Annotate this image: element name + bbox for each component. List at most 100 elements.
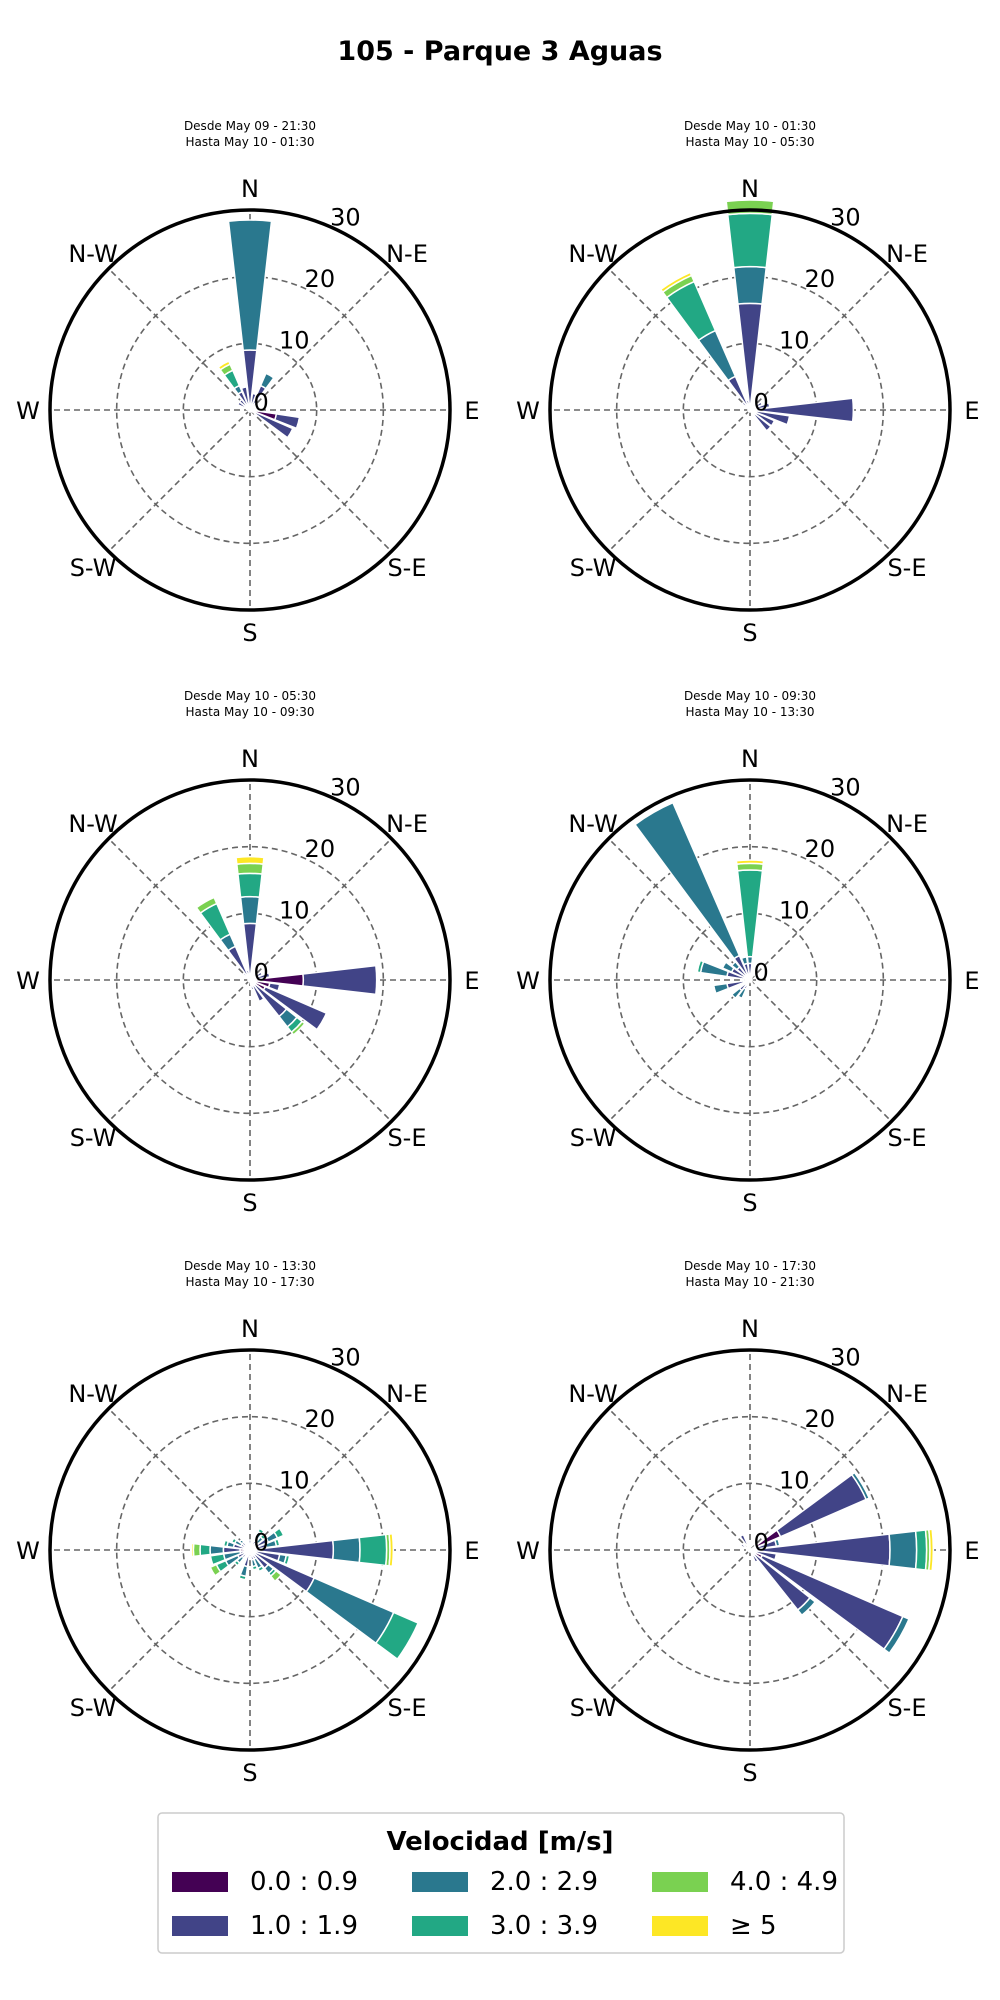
direction-label: W xyxy=(16,1537,40,1565)
direction-label: S-W xyxy=(70,1694,117,1722)
polar-frame xyxy=(548,1348,952,1752)
legend-title: Velocidad [m/s] xyxy=(386,1827,613,1857)
radial-tick-label: 20 xyxy=(305,265,336,293)
radial-tick-label: 10 xyxy=(279,1467,310,1495)
legend-label: ≥ 5 xyxy=(730,1911,777,1941)
direction-label: E xyxy=(964,1537,979,1565)
radial-tick-label: 20 xyxy=(805,835,836,863)
panel-subtitle: Hasta May 10 - 09:30 xyxy=(186,705,315,719)
direction-label: N-W xyxy=(568,810,617,838)
polar-frame xyxy=(548,778,952,1182)
windrose-bar-segment xyxy=(256,1527,265,1535)
direction-label: N-E xyxy=(386,1380,428,1408)
windrose-bar-segment xyxy=(245,969,251,978)
direction-label: N xyxy=(741,175,759,203)
direction-label: N-E xyxy=(386,240,428,268)
windrose-bar-segment xyxy=(773,1538,781,1547)
panel-subtitle: Desde May 10 - 09:30 xyxy=(684,689,816,703)
direction-label: W xyxy=(516,967,540,995)
windrose-bar-segment xyxy=(209,1553,227,1566)
direction-label: W xyxy=(16,967,40,995)
windrose-bar-segment xyxy=(358,1533,388,1567)
windrose-bar-segment xyxy=(239,895,261,925)
angular-gridline xyxy=(249,409,392,552)
angular-gridline xyxy=(108,838,251,981)
windrose-bar-segment xyxy=(217,360,232,371)
windrose-bar-segment xyxy=(273,1538,281,1547)
windrose-bar-segment xyxy=(199,1543,212,1557)
windrose-bar-segment xyxy=(745,399,751,408)
windrose-bar-segment xyxy=(251,984,265,1003)
radial-tick-label: 20 xyxy=(805,265,836,293)
direction-label: W xyxy=(16,397,40,425)
angular-gridline xyxy=(608,838,751,981)
polar-frame xyxy=(48,208,452,612)
windrose-bar-segment xyxy=(230,1537,238,1545)
windrose-bar-segment xyxy=(251,1564,259,1571)
windrose-panel: Desde May 10 - 09:30 Hasta May 10 - 13:30… xyxy=(516,689,979,1217)
direction-label: N-W xyxy=(568,240,617,268)
windrose-bar-segment xyxy=(267,982,281,992)
polar-frame xyxy=(548,208,952,612)
windrose-bar-segment xyxy=(749,980,755,986)
panel-subtitle: Hasta May 10 - 05:30 xyxy=(686,135,815,149)
panel-subtitle: Hasta May 10 - 13:30 xyxy=(686,705,815,719)
direction-label: S-W xyxy=(570,1694,617,1722)
windrose-bar-segment xyxy=(721,961,735,974)
windrose-bar-segment xyxy=(696,959,705,974)
windrose-bar-segment xyxy=(305,1576,395,1645)
angular-gridline xyxy=(608,1549,751,1692)
angular-gridline xyxy=(249,1408,392,1551)
panel-subtitle: Desde May 10 - 13:30 xyxy=(184,1259,316,1273)
windrose-bar-segment xyxy=(302,964,378,996)
windrose-bar-segment xyxy=(209,1544,225,1556)
windrose-bar-segment xyxy=(192,1542,202,1558)
angular-gridline xyxy=(249,838,392,981)
windrose-bar-segment xyxy=(732,265,768,305)
windrose-bar-segment xyxy=(269,1569,283,1583)
direction-label: S-W xyxy=(70,554,117,582)
windrose-bar-segment xyxy=(633,801,741,960)
windrose-bar-segment xyxy=(751,1554,759,1564)
windrose-bar-segment xyxy=(256,1565,265,1573)
angular-gridline xyxy=(108,1549,251,1692)
windrose-bar-segment xyxy=(222,1539,230,1548)
direction-label: N xyxy=(741,745,759,773)
windrose-bar-segment xyxy=(850,1471,871,1501)
angular-gridline xyxy=(608,409,751,552)
direction-label: S xyxy=(242,1189,257,1217)
radial-tick-label: 30 xyxy=(330,1344,361,1372)
direction-label: E xyxy=(464,397,479,425)
legend: Velocidad [m/s] 0.0 : 0.9 1.0 : 1.9 2.0 : … xyxy=(157,1812,845,1954)
windrose-panel: Desde May 10 - 05:30 Hasta May 10 - 09:30… xyxy=(16,689,479,1217)
panel-subtitle: Desde May 10 - 05:30 xyxy=(184,689,316,703)
angular-gridline xyxy=(749,838,892,981)
windrose-bar-segment xyxy=(262,985,328,1031)
windrose-bar-segment xyxy=(726,212,774,269)
windrose-bar-segment xyxy=(746,955,754,965)
windrose-bar-segment xyxy=(888,1530,918,1570)
windrose-panel: Desde May 10 - 13:30 Hasta May 10 - 17:30… xyxy=(16,1259,479,1787)
windrose-bar-segment xyxy=(740,956,749,966)
radial-tick-label: 30 xyxy=(830,1344,861,1372)
windrose-bar-segment xyxy=(928,1528,935,1572)
direction-label: N xyxy=(241,175,259,203)
radial-tick-label: 30 xyxy=(830,204,861,232)
windrose-bar-segment xyxy=(249,982,255,991)
windrose-bar-segment xyxy=(235,855,265,865)
windrose-bar-segment xyxy=(749,974,755,980)
windrose-bar-segment xyxy=(914,1529,928,1571)
direction-label: N xyxy=(241,1315,259,1343)
radial-tick-label: 30 xyxy=(330,774,361,802)
direction-label: N-E xyxy=(886,1380,928,1408)
windrose-bar-segment xyxy=(727,375,750,409)
windrose-bar-segment xyxy=(240,386,251,408)
legend-swatch xyxy=(172,1872,228,1892)
windrose-panel: Desde May 09 - 21:30 Hasta May 10 - 01:30… xyxy=(16,119,479,647)
polar-frame xyxy=(48,1348,452,1752)
direction-label: N xyxy=(241,745,259,773)
windrose-bar-segment xyxy=(730,960,741,971)
radial-tick-label: 20 xyxy=(805,1405,836,1433)
direction-label: N-W xyxy=(68,240,117,268)
direction-label: N-W xyxy=(68,1380,117,1408)
